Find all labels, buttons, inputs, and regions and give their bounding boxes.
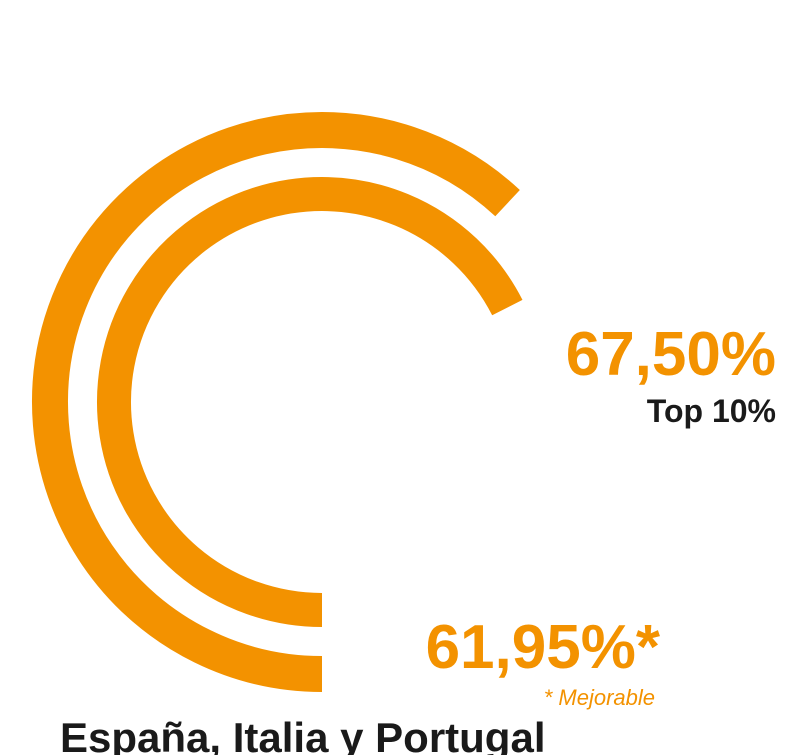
value-label: 61,95%* bbox=[426, 613, 661, 682]
radial-bar bbox=[97, 177, 523, 627]
value-label: 67,50% bbox=[566, 320, 776, 389]
radial-bar bbox=[32, 112, 520, 692]
category-label: Top 10% bbox=[647, 393, 776, 429]
category-label: * Mejorable bbox=[544, 685, 655, 710]
chart-title: España, Italia y Portugal bbox=[60, 714, 545, 755]
